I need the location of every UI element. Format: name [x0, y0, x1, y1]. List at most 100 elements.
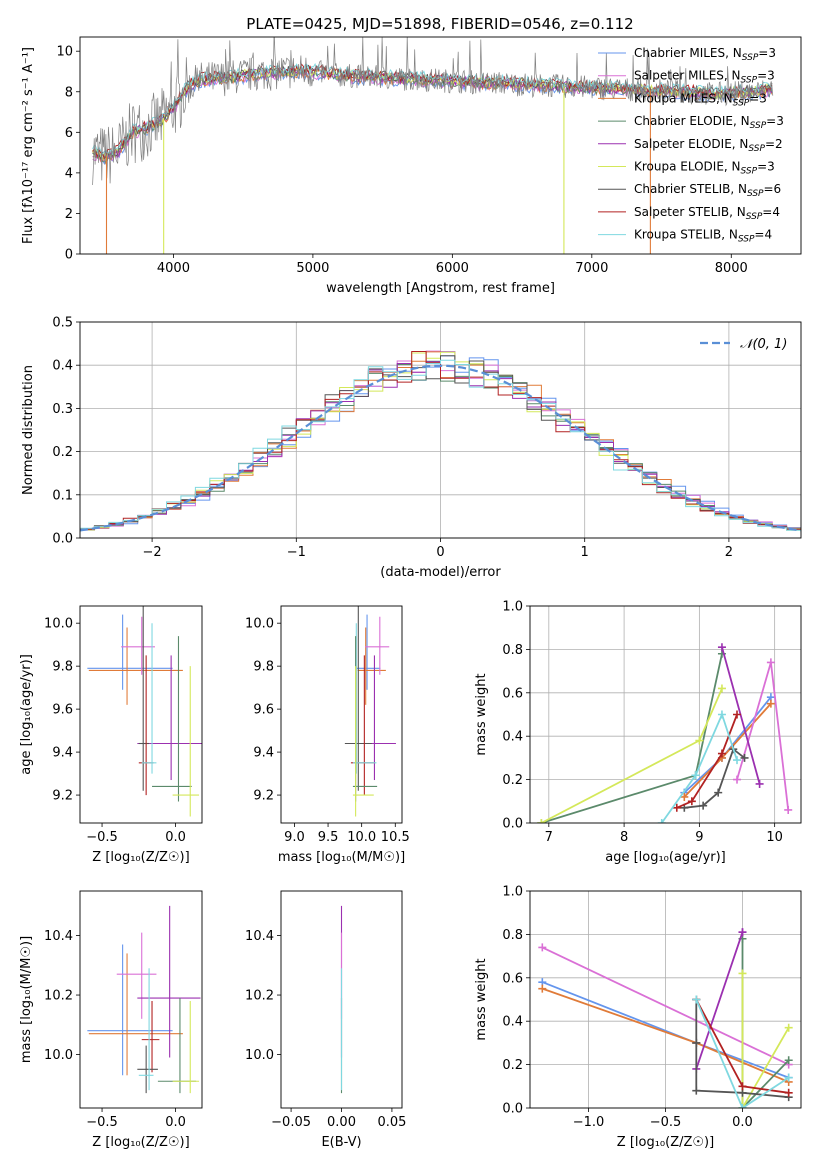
- x-tick-label: 5000: [296, 261, 329, 276]
- data-spectrum-line: [92, 37, 774, 186]
- series-marker-kroupa_stelib: [733, 756, 742, 765]
- errorbar-point-chabrier_elodie: [152, 636, 192, 802]
- series-marker-salpeter_miles: [766, 658, 775, 667]
- series-marker-kroupa_stelib: [738, 1104, 747, 1108]
- y-tick-label: 0.8: [502, 643, 523, 658]
- y-tick-label: 1.0: [502, 600, 523, 615]
- legend-label-text: Chabrier STELIB, N: [634, 182, 747, 196]
- legend-label: Salpeter MILES, NSSP=3: [634, 69, 775, 86]
- y-tick-label: 10.0: [44, 617, 73, 632]
- errorbar-point-chabrier_stelib: [344, 606, 372, 791]
- y-axis-label: Normed distribution: [21, 365, 36, 495]
- y-tick-label: 0.4: [502, 1015, 523, 1030]
- axes-frame: [79, 321, 802, 539]
- errorbar-point-chabrier_miles: [356, 614, 381, 690]
- legend-label-suffix: =3: [757, 160, 775, 174]
- errorbar-point-salpeter_miles: [116, 932, 157, 1019]
- x-tick-label: 1: [581, 545, 589, 560]
- series-marker-kroupa_stelib: [717, 710, 726, 719]
- y-tick-label: 10.0: [245, 617, 274, 632]
- errorbar-point-chabrier_miles: [87, 614, 173, 690]
- x-tick-label: 0.0: [732, 1115, 753, 1130]
- y-tick-label: 10.0: [245, 1048, 274, 1063]
- axes-frame: [79, 890, 203, 1109]
- x-tick-label: −0.5: [86, 1115, 118, 1130]
- series-marker-kroupa_miles: [680, 792, 689, 801]
- x-tick-label: 2: [725, 545, 733, 560]
- gaussian-reference-line: [80, 364, 801, 532]
- y-tick-label: 10.0: [44, 1048, 73, 1063]
- x-tick-label: 4000: [157, 261, 190, 276]
- series-marker-chabrier_stelib: [740, 753, 749, 762]
- x-tick-label: −0.05: [271, 1115, 311, 1130]
- series-marker-salpeter_elodie: [755, 779, 764, 788]
- errorbar-point-salpeter_stelib: [350, 655, 376, 796]
- series-marker-kroupa_stelib: [691, 771, 700, 780]
- y-tick-label: 2: [65, 207, 73, 222]
- errorbar-point-kroupa_stelib: [141, 623, 157, 774]
- legend-label-suffix: =3: [757, 69, 775, 83]
- plot-area-residuals: [80, 350, 801, 533]
- series-marker-kroupa_stelib: [657, 819, 666, 823]
- series-marker-kroupa_elodie: [717, 684, 726, 693]
- x-tick-label: −1: [287, 545, 306, 560]
- y-tick-label: 0.2: [502, 773, 523, 788]
- legend-label-subscript: SSP: [741, 76, 758, 86]
- x-tick-label: 7000: [575, 261, 608, 276]
- x-tick-label: 6000: [436, 261, 469, 276]
- x-tick-label: 9.5: [318, 830, 339, 845]
- legend-label-text: Salpeter ELODIE, N: [634, 137, 748, 151]
- x-tick-label: 0.0: [165, 1115, 186, 1130]
- legend-label-subscript: SSP: [733, 98, 750, 108]
- y-tick-label: 9.6: [52, 703, 73, 718]
- errorbar-point-chabrier_miles: [87, 944, 173, 1076]
- y-axis-label: mass weight: [474, 673, 489, 755]
- series-marker-kroupa_stelib: [784, 1073, 793, 1082]
- y-tick-label: 10.2: [44, 989, 73, 1004]
- x-tick-label: 0: [436, 545, 444, 560]
- y-tick-label: 10.4: [44, 929, 73, 944]
- axes-frame: [529, 890, 802, 1109]
- plot-area-weight_vs_Z: [538, 928, 793, 1108]
- series-line-kroupa_elodie: [741, 973, 790, 1108]
- series-line-salpeter_elodie: [721, 646, 761, 785]
- x-tick-label: 9: [695, 830, 703, 845]
- legend-label-subscript: SSP: [742, 53, 759, 63]
- legend-label-subscript: SSP: [750, 121, 767, 131]
- x-tick-label: 9.0: [284, 830, 305, 845]
- figure-title: PLATE=0425, MJD=51898, FIBERID=0546, z=0…: [246, 15, 633, 33]
- series-line-kroupa_stelib: [660, 711, 738, 823]
- y-tick-label: 9.2: [52, 789, 73, 804]
- legend-label-suffix: =3: [749, 91, 767, 105]
- x-tick-label: 0.05: [377, 1115, 406, 1130]
- series-marker-kroupa_elodie: [695, 736, 704, 745]
- legend-label-suffix: =4: [754, 228, 772, 242]
- y-tick-label: 0.4: [52, 359, 73, 374]
- errorbar-point-kroupa_elodie: [172, 1000, 200, 1094]
- x-tick-label: 10.5: [381, 830, 410, 845]
- x-tick-label: 7: [545, 830, 553, 845]
- series-marker-salpeter_stelib: [672, 803, 681, 812]
- legend-label: Chabrier STELIB, NSSP=6: [634, 182, 781, 199]
- errorbar-point-chabrier_stelib: [137, 1045, 158, 1094]
- legend-label-text: Chabrier MILES, N: [634, 46, 742, 60]
- legend-label-subscript: SSP: [748, 144, 765, 154]
- legend-label-text: Chabrier ELODIE, N: [634, 114, 750, 128]
- errorbar-point-salpeter_stelib: [138, 655, 154, 796]
- x-axis-label: Z [log₁₀(Z/Z☉)]: [617, 1135, 714, 1150]
- y-tick-label: 6: [65, 126, 73, 141]
- x-tick-label: 8000: [715, 261, 748, 276]
- x-axis-label: mass [log₁₀(M/M☉)]: [278, 850, 405, 865]
- x-axis-label: Z [log₁₀(Z/Z☉)]: [92, 1135, 189, 1150]
- legend-label-suffix: =3: [766, 114, 784, 128]
- series-line-salpeter_elodie: [695, 931, 744, 1070]
- legend-label-text: Salpeter STELIB, N: [634, 205, 746, 219]
- x-axis-label: Z [log₁₀(Z/Z☉)]: [92, 850, 189, 865]
- series-line-kroupa_stelib: [695, 999, 790, 1108]
- y-tick-label: 0.2: [502, 1058, 523, 1073]
- panel-age_vs_mass: 9.0 9.5 10.0 10.5 9.2 9.4 9.6 9.8 10.0 mass [log₁…: [245, 605, 410, 865]
- legend-label-text: Kroupa MILES, N: [634, 91, 733, 105]
- legend-label-subscript: SSP: [746, 212, 763, 222]
- errorbar-point-chabrier_stelib: [138, 606, 150, 791]
- errorbar-point-kroupa_miles: [357, 627, 386, 705]
